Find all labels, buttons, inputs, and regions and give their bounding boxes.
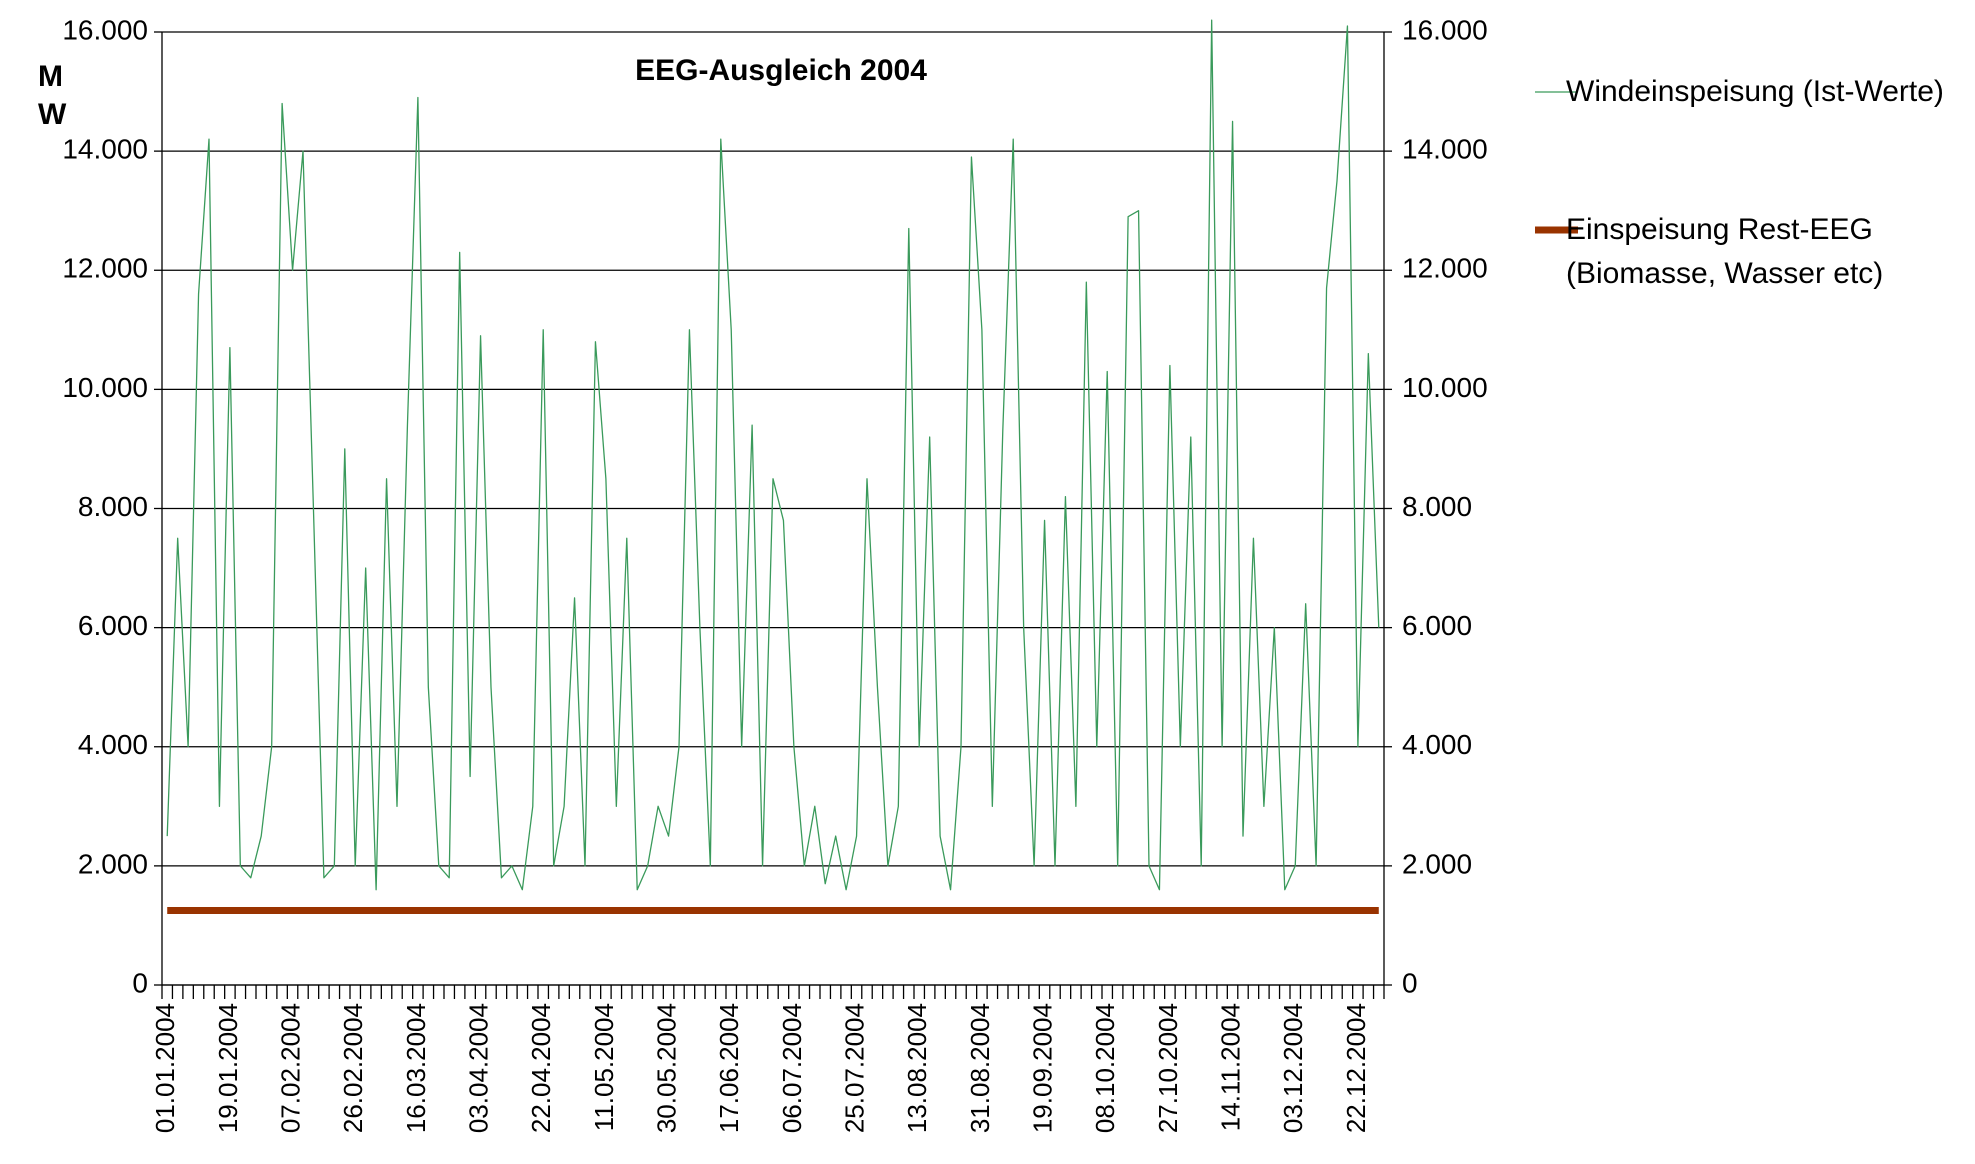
- x-tick-label: 03.12.2004: [1278, 1003, 1308, 1133]
- y2-tick-label: 2.000: [1402, 848, 1472, 879]
- x-tick-label: 27.10.2004: [1153, 1003, 1183, 1133]
- y-tick-label: 2.000: [78, 848, 148, 879]
- x-tick-label: 19.01.2004: [213, 1003, 243, 1133]
- y2-tick-label: 12.000: [1402, 253, 1488, 284]
- x-tick-label: 19.09.2004: [1027, 1003, 1057, 1133]
- series-line: [166, 19, 1380, 891]
- x-tick-label: 08.10.2004: [1090, 1003, 1120, 1133]
- y2-tick-label: 10.000: [1402, 372, 1488, 403]
- chart-title: EEG-Ausgleich 2004: [635, 54, 927, 87]
- y-tick-label: 16.000: [62, 14, 148, 45]
- x-tick-label: 26.02.2004: [338, 1003, 368, 1133]
- x-tick-label: 25.07.2004: [839, 1003, 869, 1133]
- x-tick-label: 11.05.2004: [589, 1003, 619, 1131]
- x-tick-label: 31.08.2004: [965, 1003, 995, 1133]
- x-tick-label: 30.05.2004: [651, 1003, 681, 1133]
- x-tick-label: 22.12.2004: [1341, 1003, 1371, 1133]
- y2-tick-label: 0: [1402, 967, 1418, 998]
- x-tick-label: 17.06.2004: [714, 1003, 744, 1133]
- y2-tick-label: 16.000: [1402, 14, 1488, 45]
- x-tick-label: 07.02.2004: [275, 1003, 305, 1133]
- y-tick-label: 12.000: [62, 253, 148, 284]
- x-tick-label: 16.03.2004: [401, 1003, 431, 1133]
- y2-tick-label: 4.000: [1402, 729, 1472, 760]
- x-tick-label: 22.04.2004: [526, 1003, 556, 1133]
- y2-tick-label: 6.000: [1402, 610, 1472, 641]
- y-tick-label: 8.000: [78, 491, 148, 522]
- y-tick-label: 10.000: [62, 372, 148, 403]
- x-tick-label: 06.07.2004: [777, 1003, 807, 1133]
- legend-label: Windeinspeisung (Ist-Werte): [1566, 75, 1944, 108]
- y-tick-label: 0: [132, 967, 148, 998]
- y-tick-label: 4.000: [78, 729, 148, 760]
- y2-tick-label: 14.000: [1402, 134, 1488, 165]
- y-tick-label: 14.000: [62, 134, 148, 165]
- x-tick-label: 13.08.2004: [902, 1003, 932, 1133]
- legend-label: Einspeisung Rest-EEG (Biomasse, Wasser e…: [1566, 213, 1884, 290]
- x-tick-label: 14.11.2004: [1215, 1003, 1245, 1131]
- y2-tick-label: 8.000: [1402, 491, 1472, 522]
- x-tick-label: 03.04.2004: [463, 1003, 493, 1133]
- y-axis-label: MW: [38, 60, 67, 131]
- x-tick-label: 01.01.2004: [150, 1003, 180, 1133]
- y-tick-label: 6.000: [78, 610, 148, 641]
